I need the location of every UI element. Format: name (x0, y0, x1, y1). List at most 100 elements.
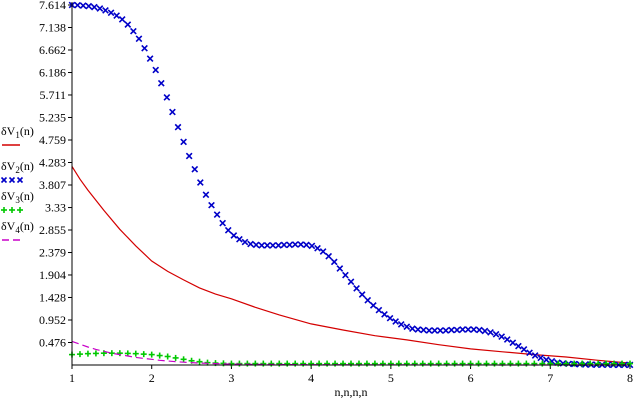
y-tick-label: 3.33 (45, 201, 66, 215)
data-point (355, 360, 362, 367)
data-point (379, 360, 386, 367)
data-point (157, 79, 165, 87)
data-point (113, 12, 121, 19)
data-point (96, 5, 104, 12)
data-point (531, 352, 539, 359)
legend-item: δV1(n) (1, 124, 34, 146)
data-point (76, 351, 83, 358)
data-point (236, 235, 243, 243)
data-point (74, 1, 81, 9)
data-point (319, 248, 327, 255)
data-point (453, 326, 461, 334)
data-point (325, 252, 333, 260)
data-point (348, 360, 354, 367)
data-point (414, 326, 422, 333)
data-point (276, 360, 283, 367)
data-point (268, 360, 275, 367)
data-point (135, 35, 143, 43)
data-point (542, 356, 550, 364)
data-point (475, 326, 483, 334)
data-point (392, 318, 400, 325)
series-1 (71, 166, 631, 364)
legend-item: δV3(n) (1, 189, 34, 213)
data-point (358, 291, 366, 298)
data-point (515, 360, 522, 367)
axis-ticks (68, 4, 631, 369)
x-tick-label: 2 (149, 371, 155, 385)
data-point (491, 360, 498, 367)
data-point (300, 360, 307, 367)
data-point (459, 360, 466, 367)
x-tick-label: 1 (69, 371, 75, 385)
data-point (196, 179, 204, 186)
data-point (539, 360, 546, 367)
data-point (403, 323, 411, 331)
data-point (260, 360, 267, 367)
data-point (487, 329, 494, 336)
data-point (263, 242, 271, 249)
data-point (258, 242, 266, 249)
data-point (292, 360, 299, 367)
data-point (520, 346, 528, 353)
data-point (202, 191, 210, 199)
data-point (92, 350, 99, 357)
data-point (280, 241, 288, 249)
y-tick-label: 0.476 (39, 335, 66, 349)
data-point (507, 360, 514, 367)
y-tick-label: 5.711 (39, 88, 66, 102)
data-point (284, 360, 291, 367)
x-tick-label: 4 (308, 371, 314, 385)
data-point (347, 278, 355, 286)
legend-label: δV3(n) (1, 189, 34, 205)
y-tick-label: 1.428 (39, 290, 66, 304)
data-point (435, 360, 442, 367)
data-point (252, 360, 259, 367)
legend-item: δV4(n) (1, 219, 34, 241)
data-point (442, 327, 450, 334)
data-point (156, 352, 163, 359)
data-point (163, 94, 171, 101)
data-point (531, 360, 538, 367)
data-point (459, 326, 466, 333)
legend-label: δV4(n) (1, 219, 34, 235)
data-point (224, 226, 232, 234)
data-point (196, 358, 203, 365)
data-point (174, 123, 182, 131)
data-point (523, 360, 530, 367)
data-point (627, 360, 633, 367)
data-point (603, 360, 610, 367)
data-point (369, 302, 377, 309)
data-point (448, 326, 455, 334)
data-point (427, 360, 434, 367)
x-tick-label: 5 (388, 371, 394, 385)
data-point (244, 360, 251, 367)
data-point (124, 21, 132, 28)
data-point (297, 241, 305, 248)
data-point (169, 108, 176, 116)
data-point (302, 241, 310, 249)
legend-label: δV2(n) (1, 159, 34, 175)
y-tick-label: 4.759 (39, 133, 66, 147)
data-point (353, 285, 360, 292)
series-2 (68, 1, 634, 369)
legend-swatch (0, 176, 24, 184)
data-point (84, 350, 91, 357)
y-tick-label: 6.662 (39, 43, 66, 57)
y-tick-label: 2.379 (39, 246, 66, 260)
x-tick-label: 6 (468, 371, 474, 385)
data-point (141, 44, 148, 52)
data-point (286, 241, 293, 249)
data-point (467, 360, 474, 367)
x-axis-label: n,n,n,n (335, 385, 368, 399)
data-point (403, 360, 410, 367)
y-tick-label: 3.807 (39, 178, 66, 192)
data-point (503, 336, 511, 343)
data-point (537, 354, 545, 362)
data-point (275, 242, 282, 249)
y-tick-label: 4.283 (39, 155, 66, 169)
data-point (425, 327, 433, 334)
data-point (180, 138, 187, 146)
data-point (316, 360, 323, 367)
data-point (324, 360, 331, 367)
